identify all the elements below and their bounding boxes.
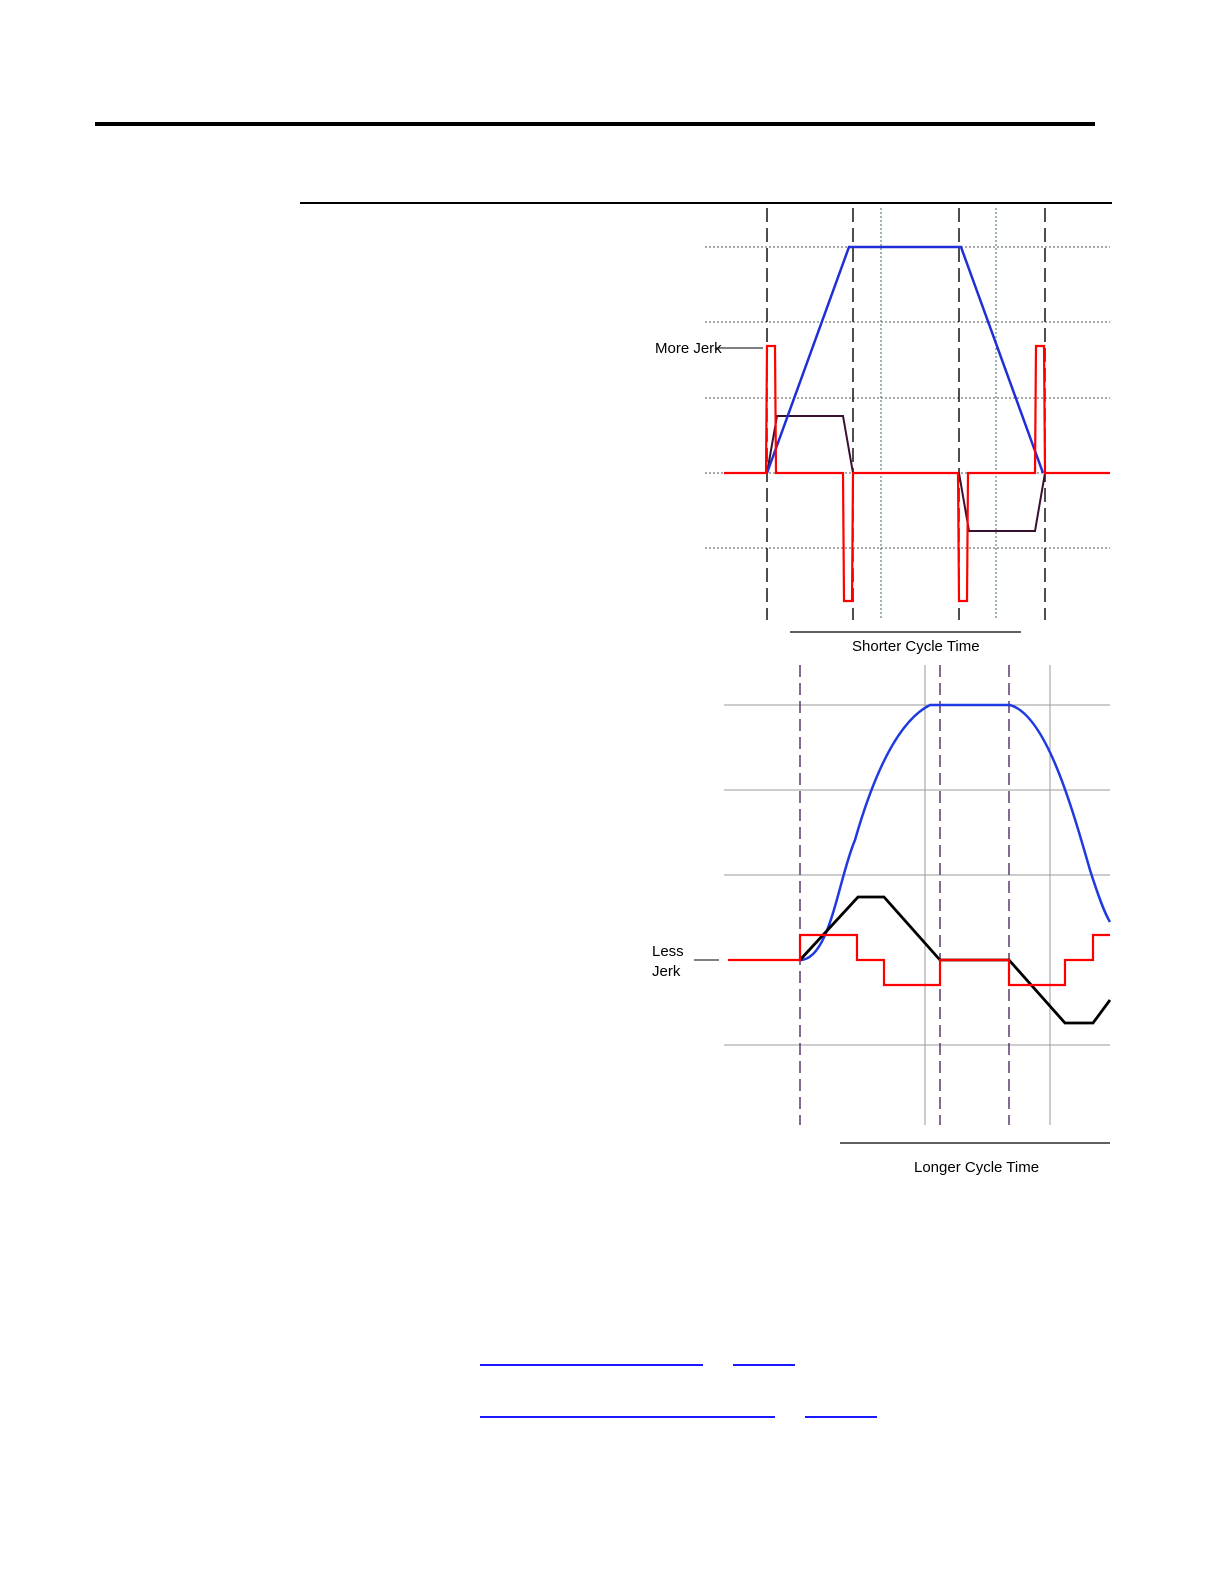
bottom-phase-markers	[799, 665, 1010, 1125]
top-phase-markers	[766, 208, 1046, 620]
bottom-jerk-annotation-line2: Jerk	[652, 963, 681, 980]
top-caption: Shorter Cycle Time	[852, 638, 980, 655]
bottom-caption: Longer Cycle Time	[914, 1159, 1039, 1176]
link-1a[interactable]	[480, 1364, 703, 1366]
bottom-jerk-annotation-line1: Less	[652, 943, 684, 960]
top-grid-vertical	[880, 208, 997, 620]
section-rule	[300, 202, 1112, 204]
top-jerk-curve	[724, 344, 1110, 603]
link-2a[interactable]	[480, 1416, 775, 1418]
bottom-motion-chart: Less Jerk Longer Cycle Time	[652, 665, 1112, 1176]
top-jerk-annotation: More Jerk	[655, 340, 722, 357]
link-1b[interactable]	[733, 1364, 795, 1366]
bottom-grid-horizontal	[724, 704, 1110, 1046]
link-2b[interactable]	[805, 1416, 877, 1418]
top-velocity-curve	[765, 245, 1045, 474]
page-header-rule	[95, 122, 1095, 126]
top-motion-chart: More Jerk Shorter Cycle Time	[655, 208, 1110, 655]
bottom-velocity-curve	[799, 703, 1112, 962]
bottom-grid-vertical	[924, 665, 1051, 1125]
bottom-jerk-curve	[728, 933, 1110, 987]
